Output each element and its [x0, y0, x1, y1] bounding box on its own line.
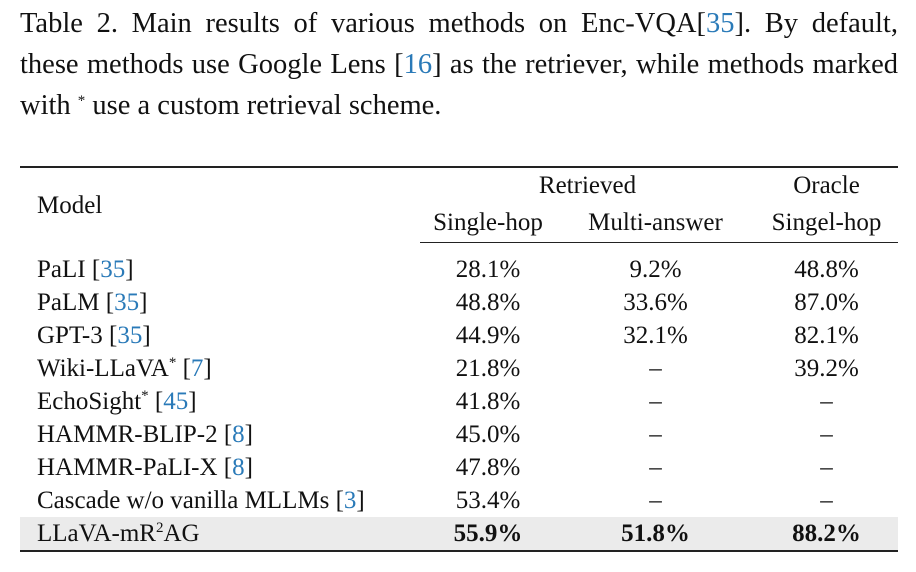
value-cell: – — [649, 487, 662, 514]
value-cell: 41.8% — [455, 388, 521, 415]
model-cell: EchoSight* [45] — [37, 388, 197, 415]
model-cell: GPT-3 [35] — [37, 322, 151, 349]
value-cell: 48.8% — [794, 256, 859, 283]
value-cell: 9.2% — [629, 256, 682, 283]
table-row: EchoSight* [45] 41.8% – – — [20, 385, 898, 418]
model-superscript: 2 — [155, 520, 164, 536]
value-cell: – — [820, 454, 833, 481]
model-mark: * — [168, 355, 177, 371]
citation: 16 — [403, 49, 433, 80]
model-name: HAMMR-PaLI-X — [37, 454, 218, 481]
model-name: EchoSight — [37, 388, 142, 415]
model-name: HAMMR-BLIP-2 — [37, 421, 218, 448]
value-cell: – — [649, 421, 662, 448]
value-cell: – — [649, 454, 662, 481]
value-cell: 87.0% — [794, 289, 859, 316]
caption: Table 2. Main results of various methods… — [20, 3, 898, 126]
value-cell: 21.8% — [455, 355, 521, 382]
model-name: Wiki-LLaVA — [37, 355, 169, 382]
citation: 8 — [232, 454, 245, 481]
citation: 35 — [117, 322, 143, 349]
model-name: AG — [163, 520, 200, 547]
model-cell: Wiki-LLaVA* [7] — [37, 355, 212, 382]
model-cell: LLaVA-mR2AG — [20, 517, 420, 552]
table-row: LLaVA-mR2AG 55.9% 51.8% 88.2% — [20, 517, 898, 552]
table-row: Wiki-LLaVA* [7] 21.8% – 39.2% — [20, 352, 898, 385]
value-cell: 44.9% — [455, 322, 521, 349]
value-cell: 53.4% — [455, 487, 521, 514]
caption-text: Table 2. Main results of various methods… — [20, 8, 706, 39]
model-mark: * — [141, 388, 149, 404]
value-cell: 82.1% — [794, 322, 859, 349]
value-cell: – — [820, 388, 833, 415]
value-cell: – — [820, 487, 833, 514]
value-cell: – — [649, 388, 662, 415]
citation: 8 — [232, 421, 245, 448]
table-row: HAMMR-BLIP-2 [8] 45.0% – – — [20, 418, 898, 451]
value-cell: 28.1% — [455, 256, 521, 283]
model-cell: HAMMR-BLIP-2 [8] — [37, 421, 253, 448]
citation: 35 — [706, 8, 735, 39]
value-cell: 55.9% — [420, 517, 556, 552]
value-cell: 45.0% — [455, 421, 521, 448]
model-cell: PaLI [35] — [37, 255, 134, 283]
model-cell: PaLM [35] — [37, 289, 148, 316]
header-model: Model — [20, 166, 420, 243]
model-name: Cascade w/o vanilla MLLMs — [37, 487, 330, 514]
model-cell: HAMMR-PaLI-X [8] — [37, 454, 253, 481]
caption-mark: * — [77, 93, 86, 109]
caption-text: use a custom retrieval scheme. — [85, 90, 442, 121]
citation: 45 — [163, 388, 189, 415]
header-group: Oracle — [755, 166, 898, 202]
header-column: Singel-hop — [755, 202, 898, 243]
table-row: PaLM [35] 48.8% 33.6% 87.0% — [20, 286, 898, 319]
model-name: GPT-3 — [37, 322, 103, 349]
header-column: Single-hop — [420, 202, 556, 243]
header-row: Model Retrieved Oracle — [20, 166, 898, 243]
table-row: Cascade w/o vanilla MLLMs [3] 53.4% – – — [20, 484, 898, 517]
model-name: PaLM — [37, 289, 100, 316]
value-cell: 48.8% — [455, 289, 521, 316]
header-row: Single-hop Multi-answer Singel-hop — [20, 202, 898, 243]
value-cell: – — [649, 355, 662, 382]
citation: 35 — [100, 255, 126, 283]
caption-text: ] as the retriever, while methods marked… — [20, 49, 898, 121]
value-cell: 33.6% — [623, 289, 688, 316]
citation: 3 — [343, 487, 357, 514]
citation: 35 — [114, 289, 140, 316]
citation: 7 — [190, 355, 204, 382]
table-row: GPT-3 [35] 44.9% 32.1% 82.1% — [20, 319, 898, 352]
value-cell: – — [820, 421, 833, 448]
table-row: PaLI [35] 28.1% 9.2% 48.8% — [20, 243, 898, 287]
value-cell: 47.8% — [455, 454, 521, 481]
table-row: HAMMR-PaLI-X [8] 47.8% – – — [20, 451, 898, 484]
caption-text: ]. By default, these methods use Google … — [20, 8, 898, 80]
model-name: PaLI — [37, 255, 86, 283]
value-cell: 88.2% — [755, 517, 898, 552]
header-column: Multi-answer — [556, 202, 755, 243]
results-table: Model Retrieved Oracle Single-hop Multi-… — [20, 166, 898, 552]
value-cell: 39.2% — [794, 355, 859, 382]
model-name: LLaVA-mR — [37, 520, 156, 547]
model-cell: Cascade w/o vanilla MLLMs [3] — [37, 487, 365, 514]
header-group: Retrieved — [420, 166, 755, 202]
value-cell: 51.8% — [556, 517, 755, 552]
value-cell: 32.1% — [623, 322, 688, 349]
